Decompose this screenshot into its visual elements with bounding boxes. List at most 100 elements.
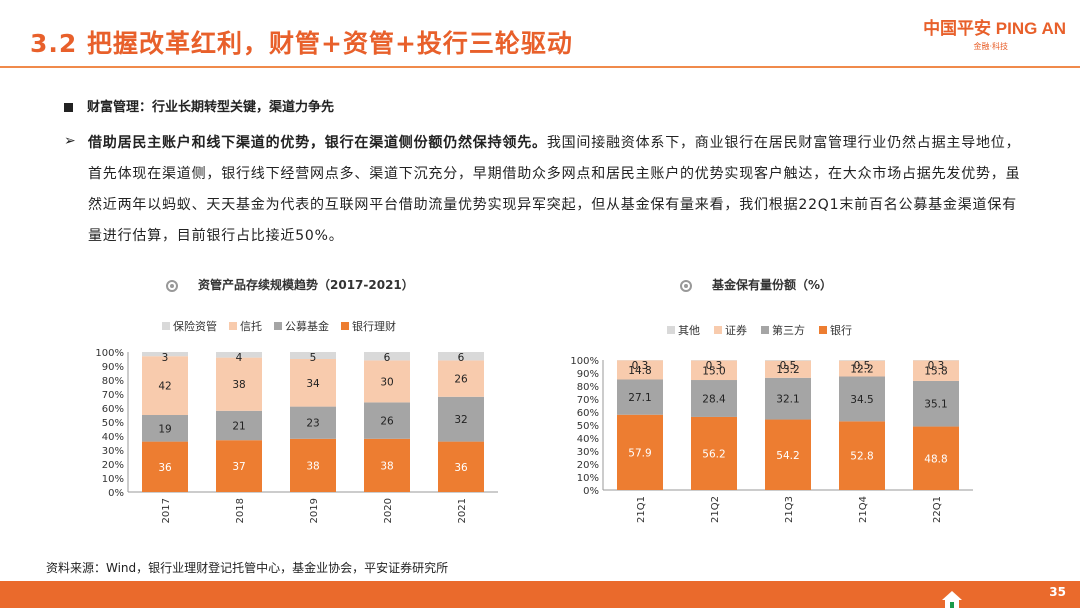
source-note: 资料来源：Wind，银行业理财登记托管中心，基金业协会，平安证券研究所: [46, 561, 449, 575]
section-heading-text: 财富管理：行业长期转型关键，渠道力争先: [87, 100, 335, 115]
body-paragraph: 借助居民主账户和线下渠道的优势，银行在渠道侧份额仍然保持领先。我国间接融资体系下…: [88, 128, 1028, 252]
data-label: 38: [306, 460, 319, 472]
data-label: 28.4: [702, 393, 726, 405]
bar-segment: [364, 438, 410, 492]
y-tick-label: 100%: [570, 356, 599, 367]
x-tick-label: 21Q4: [858, 496, 869, 523]
y-tick-label: 10%: [102, 474, 124, 485]
data-label: 6: [384, 352, 391, 364]
legend-label: 公募基金: [285, 319, 329, 333]
x-tick-label: 2017: [161, 498, 172, 523]
y-tick-label: 60%: [577, 408, 599, 419]
data-label: 12.2: [850, 364, 873, 376]
data-label: 27.1: [628, 392, 651, 404]
y-tick-label: 0%: [108, 488, 124, 499]
data-label: 32: [454, 414, 467, 426]
y-tick-label: 20%: [577, 460, 599, 471]
legend-swatch: [714, 326, 722, 334]
chart-asset-mgmt-scale: 保险资管 信托 公募基金 银行理财 0% 10% 20% 30% 40% 50% 60% 70% 80%…: [95, 319, 498, 523]
y-tick-label: 60%: [102, 404, 124, 415]
y-tick-label: 50%: [102, 418, 124, 429]
legend-swatch: [274, 322, 282, 330]
chart2-title-text: 基金保有量份额（%）: [712, 278, 833, 292]
chart1-title-text: 资管产品存续规模趋势（2017-2021）: [198, 278, 414, 292]
x-tick-label: 2018: [235, 498, 246, 523]
legend-swatch: [761, 326, 769, 334]
x-tick-label: 21Q3: [784, 496, 795, 523]
logo: 中国平安 PING AN 金融·科技: [923, 14, 1066, 52]
bar-segment: [438, 360, 484, 397]
chart2-title: 基金保有量份额（%）: [680, 276, 832, 293]
bar-segment: [691, 380, 737, 417]
legend-label: 银行理财: [352, 319, 396, 333]
data-label: 19: [158, 423, 171, 435]
bar-segment: [438, 352, 484, 361]
y-tick-label: 90%: [577, 369, 599, 380]
bar-segment: [913, 360, 959, 381]
data-label: 23: [306, 418, 319, 430]
bar-segment: [691, 416, 737, 490]
legend-swatch: [162, 322, 170, 330]
data-label: 15.8: [924, 366, 947, 378]
y-tick-label: 10%: [577, 473, 599, 484]
data-label: 36: [158, 462, 172, 474]
data-label: 34.5: [850, 394, 873, 406]
bar-segment: [290, 352, 336, 359]
y-tick-label: 40%: [102, 432, 124, 443]
bar-segment: [142, 415, 188, 442]
bar-segment: [617, 360, 663, 380]
bar-segment: [691, 360, 737, 381]
bar-segment: [839, 376, 885, 422]
data-label: 35.1: [924, 399, 947, 411]
bar-segment: [142, 352, 188, 357]
data-label: 6: [458, 352, 465, 364]
legend-swatch: [229, 322, 237, 330]
bar-segment: [438, 441, 484, 492]
bar-segment: [765, 419, 811, 490]
bar-segment: [765, 377, 811, 420]
paragraph-body: 我国间接融资体系下，商业银行在居民财富管理行业仍然占据主导地位，首先体现在渠道侧…: [88, 135, 1021, 244]
legend-label: 保险资管: [173, 319, 217, 333]
y-tick-label: 90%: [102, 362, 124, 373]
arrow-bullet-icon: ➢: [64, 133, 76, 149]
data-label: 36: [454, 462, 468, 474]
legend-swatch: [341, 322, 349, 330]
data-label: 15.0: [702, 365, 725, 377]
bar-segment: [290, 406, 336, 439]
bar-segment: [364, 402, 410, 439]
x-tick-label: 2021: [457, 498, 468, 523]
data-label: 3: [162, 352, 169, 364]
data-label: 56.2: [702, 448, 725, 460]
paragraph-lead: 借助居民主账户和线下渠道的优势，银行在渠道侧份额仍然保持领先。: [88, 135, 547, 151]
bar-segment: [839, 421, 885, 490]
data-label: 5: [310, 352, 317, 364]
bar-segment: [765, 360, 811, 361]
bar-segment: [364, 352, 410, 361]
y-tick-label: 70%: [102, 390, 124, 401]
data-label: 32.1: [776, 394, 799, 406]
y-tick-label: 30%: [577, 447, 599, 458]
y-tick-label: 40%: [577, 434, 599, 445]
page-number: 35: [1049, 585, 1066, 599]
bar-segment: [839, 360, 885, 377]
footer-bar: [0, 581, 1080, 608]
x-tick-label: 21Q2: [710, 496, 721, 523]
legend-swatch: [667, 326, 675, 334]
data-label: 14.8: [628, 365, 651, 377]
data-label: 0.5: [780, 360, 797, 372]
bar-segment: [913, 426, 959, 490]
data-label: 21: [232, 421, 245, 433]
data-label: 4: [236, 352, 243, 364]
data-label: 34: [306, 378, 320, 390]
y-tick-label: 100%: [95, 348, 124, 359]
radio-bullet-icon: [680, 279, 692, 292]
section-heading: 财富管理：行业长期转型关键，渠道力争先: [64, 96, 334, 115]
bar-segment: [290, 438, 336, 492]
house-icon: [942, 591, 962, 608]
legend-label: 其他: [678, 324, 700, 337]
slide-title: 3.2 把握改革红利，财管+资管+投行三轮驱动: [30, 29, 573, 58]
bar-segment: [216, 410, 262, 441]
x-tick-label: 2020: [383, 498, 394, 523]
x-tick-label: 2019: [309, 498, 320, 523]
bar-segment: [913, 380, 959, 427]
